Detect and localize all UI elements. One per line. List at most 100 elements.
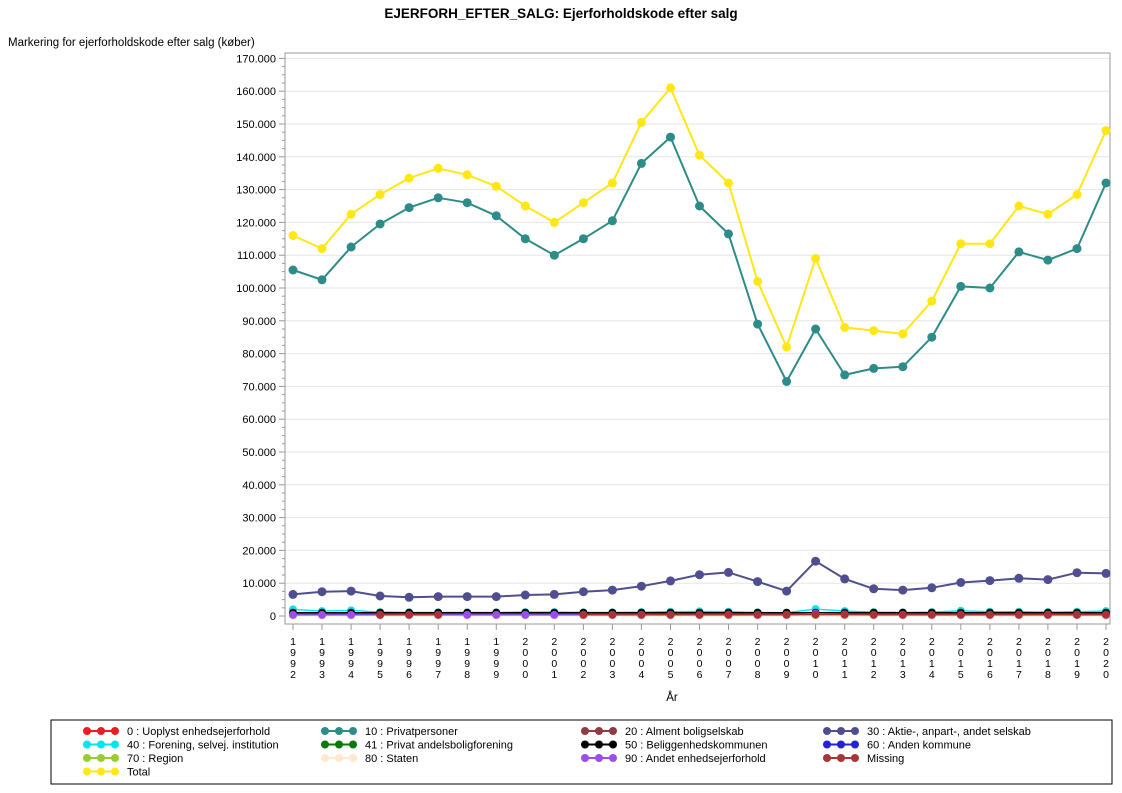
series-point-30: [782, 586, 792, 596]
series-point-total: [578, 198, 588, 208]
series-point-10: [666, 132, 675, 142]
y-tick-label: 70.000: [242, 381, 276, 393]
x-tick-label-digit: 1: [319, 636, 325, 648]
legend-item-label: 80 : Staten: [365, 753, 418, 765]
series-point-30: [549, 589, 559, 599]
legend-marker-dot: [581, 754, 589, 762]
x-tick-label-digit: 9: [435, 658, 441, 670]
series-point-missing: [898, 610, 907, 619]
x-tick-label-digit: 1: [1074, 658, 1080, 670]
legend-marker-dot: [335, 754, 343, 762]
legend-marker-dot: [83, 727, 91, 735]
series-point-total: [520, 201, 530, 211]
y-tick-label: 60.000: [242, 414, 276, 426]
legend-marker-dot: [609, 727, 617, 735]
series-point-total: [491, 181, 501, 191]
x-tick-label-digit: 9: [319, 647, 325, 659]
x-tick-label-digit: 9: [319, 658, 325, 670]
legend-marker-dot: [581, 727, 589, 735]
x-tick-label-digit: 5: [668, 669, 674, 681]
x-tick-label-digit: 2: [842, 636, 848, 648]
series-point-30: [1043, 575, 1053, 585]
y-tick-label: 130.000: [236, 185, 276, 197]
x-tick-label-digit: 9: [464, 647, 470, 659]
series-point-30: [666, 576, 675, 586]
series-point-total: [956, 239, 966, 249]
series-point-total: [1043, 209, 1053, 219]
series-point-30: [636, 581, 646, 591]
series-line-total: [292, 86, 1107, 348]
x-tick-label-digit: 9: [290, 647, 296, 659]
x-tick-label-digit: 9: [290, 658, 296, 670]
series-point-total: [666, 83, 675, 93]
legend-item-label: 60 : Anden kommune: [867, 740, 971, 752]
x-tick-label-digit: 8: [464, 669, 470, 681]
series-total: [288, 83, 1111, 352]
series-point-90: [492, 610, 501, 619]
x-tick-label-digit: 0: [668, 658, 674, 670]
series-point-30: [927, 583, 937, 593]
legend-item-label: 10 : Privatpersoner: [365, 726, 458, 738]
series-point-30: [1101, 568, 1111, 578]
series-point-total: [869, 326, 879, 336]
legend-marker-dot: [837, 754, 845, 762]
y-tick-label: 170.000: [236, 53, 276, 65]
legend-item-10: 10 : Privatpersoner: [321, 726, 458, 738]
y-tick-label: 10.000: [242, 578, 276, 590]
y-tick-label: 90.000: [242, 316, 276, 328]
series-point-10: [724, 229, 733, 239]
legend-item-label: 20 : Alment boligselskab: [625, 726, 744, 738]
legend-marker-dot: [851, 727, 859, 735]
x-tick-label-digit: 0: [1103, 647, 1109, 659]
x-tick-label-digit: 2: [726, 636, 732, 648]
legend-marker-dot: [97, 754, 105, 762]
legend-marker-dot: [823, 754, 831, 762]
x-tick-label-digit: 5: [958, 669, 964, 681]
x-tick-label-digit: 0: [755, 647, 761, 659]
x-tick-label-digit: 1: [1045, 658, 1051, 670]
series-point-missing: [782, 610, 791, 619]
legend-item-20: 20 : Alment boligselskab: [581, 726, 744, 738]
series-point-total: [840, 322, 850, 332]
x-tick-label-digit: 2: [580, 669, 586, 681]
x-tick-label-digit: 2: [609, 636, 615, 648]
series-point-90: [550, 610, 559, 619]
x-tick-label-digit: 9: [493, 658, 499, 670]
x-tick-label-digit: 2: [1103, 658, 1109, 670]
series-point-90: [463, 610, 472, 619]
x-tick-label-digit: 1: [493, 636, 499, 648]
y-tick-label: 110.000: [237, 250, 276, 262]
series-point-10: [578, 234, 588, 244]
series-point-total: [811, 254, 821, 263]
x-tick-label-digit: 2: [929, 636, 935, 648]
series-point-total: [724, 178, 733, 188]
x-tick-label-digit: 9: [377, 647, 383, 659]
legend-item-label: 50 : Beliggenhedskommunen: [625, 740, 767, 752]
plot-frame: [284, 52, 1111, 625]
x-tick-label-digit: 6: [697, 669, 703, 681]
x-tick-label-digit: 4: [929, 669, 935, 681]
legend-item-label: 70 : Region: [127, 753, 183, 765]
legend-marker-dot: [321, 754, 329, 762]
x-tick-label-digit: 0: [638, 658, 644, 670]
legend-marker-dot: [851, 754, 859, 762]
series-point-total: [317, 244, 327, 254]
series-10: [288, 132, 1111, 386]
series-point-90: [318, 610, 326, 619]
plot-area: 0 10.000 20.000 30.000 40.000 50.000 60.000 70.…: [236, 52, 1111, 681]
legend-marker-dot: [851, 740, 859, 749]
y-tick-label: 40.000: [242, 480, 276, 492]
legend-marker-dot: [609, 740, 617, 749]
legend-item-label: Missing: [867, 753, 904, 765]
x-tick-label-digit: 5: [377, 669, 383, 681]
series-point-30: [317, 587, 327, 597]
x-tick-label-digit: 9: [348, 647, 354, 659]
x-tick-label-digit: 0: [726, 647, 732, 659]
x-tick-label-digit: 0: [522, 647, 528, 659]
series-point-total: [636, 117, 646, 127]
x-tick-label-digit: 0: [580, 647, 586, 659]
x-tick-label-digit: 2: [784, 636, 790, 648]
legend-marker-dot: [595, 740, 603, 749]
legend-item-label: 30 : Aktie-, anpart-, andet selskab: [867, 726, 1031, 738]
